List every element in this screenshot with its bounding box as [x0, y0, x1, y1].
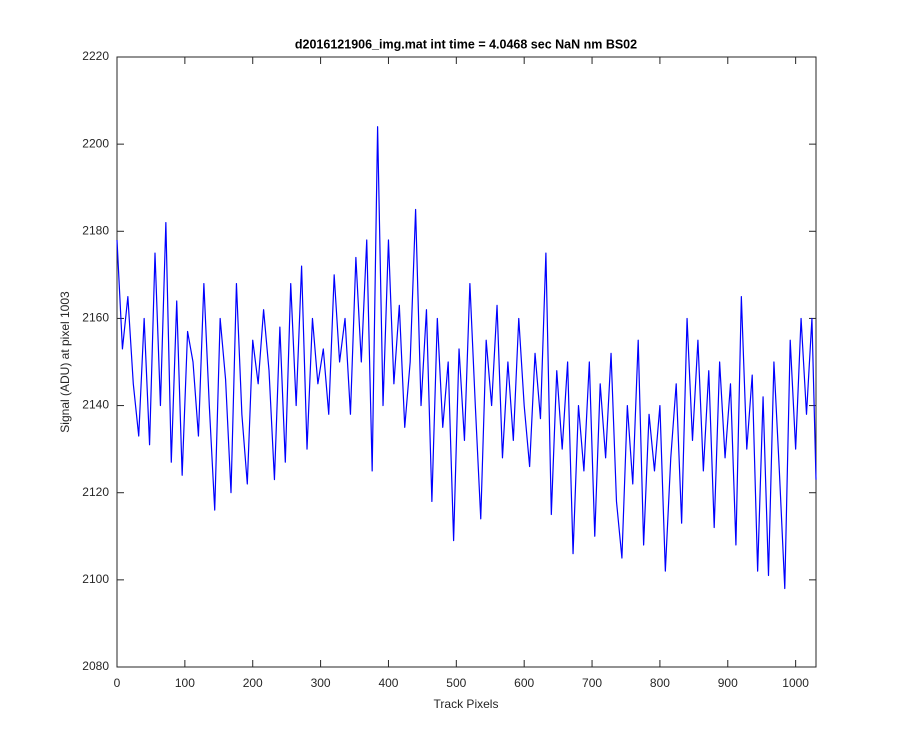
x-axis-label: Track Pixels [434, 697, 499, 711]
x-tick-label: 100 [175, 676, 195, 690]
y-tick-label: 2220 [82, 49, 109, 63]
x-tick-label: 500 [446, 676, 466, 690]
y-tick-label: 2080 [82, 659, 109, 673]
y-tick-label: 2140 [82, 398, 109, 412]
chart-title: d2016121906_img.mat int time = 4.0468 se… [295, 37, 637, 51]
y-tick-label: 2160 [82, 311, 109, 325]
axes-box [116, 56, 817, 668]
x-tick-label: 900 [718, 676, 738, 690]
x-tick-label: 1000 [782, 676, 809, 690]
x-tick-label: 400 [378, 676, 398, 690]
x-tick-label: 200 [243, 676, 263, 690]
x-tick-label: 700 [582, 676, 602, 690]
y-tick-label: 2180 [82, 223, 109, 237]
y-tick-label: 2120 [82, 485, 109, 499]
x-tick-label: 0 [114, 676, 121, 690]
x-tick-label: 300 [311, 676, 331, 690]
signal-line [116, 126, 817, 590]
y-tick-label: 2100 [82, 572, 109, 586]
y-axis-label: Signal (ADU) at pixel 1003 [58, 291, 72, 433]
x-tick-label: 600 [514, 676, 534, 690]
x-tick-label: 800 [650, 676, 670, 690]
y-tick-label: 2200 [82, 136, 109, 150]
